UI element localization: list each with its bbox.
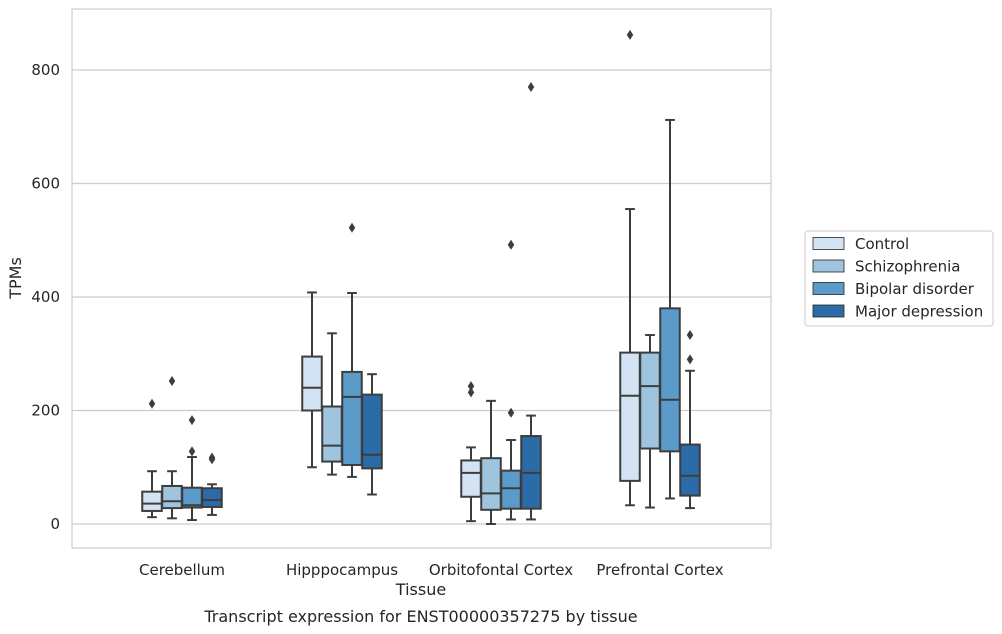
legend-frame <box>804 230 994 327</box>
box-body <box>460 459 482 498</box>
legend-swatch <box>812 304 845 318</box>
y-tick-labels: 0 200 400 600 800 <box>31 61 60 533</box>
box <box>301 291 323 469</box>
outlier-point <box>686 354 694 365</box>
legend-label: Major depression <box>855 303 983 321</box>
outlier-point <box>626 29 634 40</box>
box-body <box>500 469 522 510</box>
series-schizophrenia <box>161 332 661 525</box>
outlier-point <box>188 446 196 457</box>
x-tick-label: Prefrontal Cortex <box>596 561 723 579</box>
legend-label: Control <box>855 235 909 253</box>
box-body <box>161 484 183 510</box>
box-body <box>659 307 681 453</box>
box-body <box>679 443 701 497</box>
y-tick-label: 800 <box>31 61 60 79</box>
box-series <box>141 29 701 525</box>
legend-swatch <box>812 237 845 250</box>
outlier-point <box>168 375 176 386</box>
y-axis-label: TPMs <box>6 257 25 300</box>
outlier-point <box>527 82 535 93</box>
outlier-point <box>507 239 515 250</box>
series-major-depression <box>201 82 701 521</box>
legend-swatch <box>812 259 845 273</box>
box <box>679 330 701 510</box>
y-tick-label: 0 <box>50 515 60 533</box>
box-body <box>361 393 383 470</box>
box <box>361 373 383 496</box>
box-body <box>619 351 641 482</box>
legend-swatch <box>812 282 845 295</box>
box <box>201 452 223 516</box>
chart-caption: Transcript expression for ENST0000035727… <box>203 607 637 626</box>
outlier-point <box>507 407 515 418</box>
x-tick-label: Orbitofontal Cortex <box>429 561 573 579</box>
y-tick-label: 400 <box>31 288 60 306</box>
outlier-point <box>188 415 196 426</box>
box-body <box>639 351 661 450</box>
x-tick-labels: Cerebellum Hipppocampus Orbitofontal Corte… <box>139 561 724 579</box>
box <box>520 82 542 521</box>
outlier-point <box>348 222 356 233</box>
plot-area <box>71 8 772 549</box>
x-tick-label: Cerebellum <box>139 561 225 579</box>
box-body <box>141 490 163 512</box>
box-body <box>480 457 502 511</box>
series-bipolar-disorder <box>181 118 681 522</box>
box-body <box>321 405 343 463</box>
legend-label: Bipolar disorder <box>855 280 975 298</box>
x-axis-label: Tissue <box>395 580 446 599</box>
y-tick-label: 200 <box>31 402 60 420</box>
x-tick-label: Hipppocampus <box>286 561 398 579</box>
y-tick-label: 600 <box>31 175 60 193</box>
outlier-point <box>208 452 216 463</box>
box <box>181 415 203 522</box>
box-body <box>301 355 323 412</box>
box <box>659 118 681 500</box>
box <box>500 239 522 521</box>
outlier-point <box>467 381 475 392</box>
legend: Control Schizophrenia Bipolar disorder Majo… <box>804 230 994 327</box>
box <box>341 222 363 478</box>
outlier-point <box>467 387 475 398</box>
legend-label: Schizophrenia <box>855 258 960 276</box>
box-body <box>341 370 363 466</box>
box-body <box>201 487 223 508</box>
outlier-point <box>686 330 694 341</box>
outlier-point <box>148 398 156 409</box>
box <box>321 332 343 476</box>
box <box>161 375 183 520</box>
